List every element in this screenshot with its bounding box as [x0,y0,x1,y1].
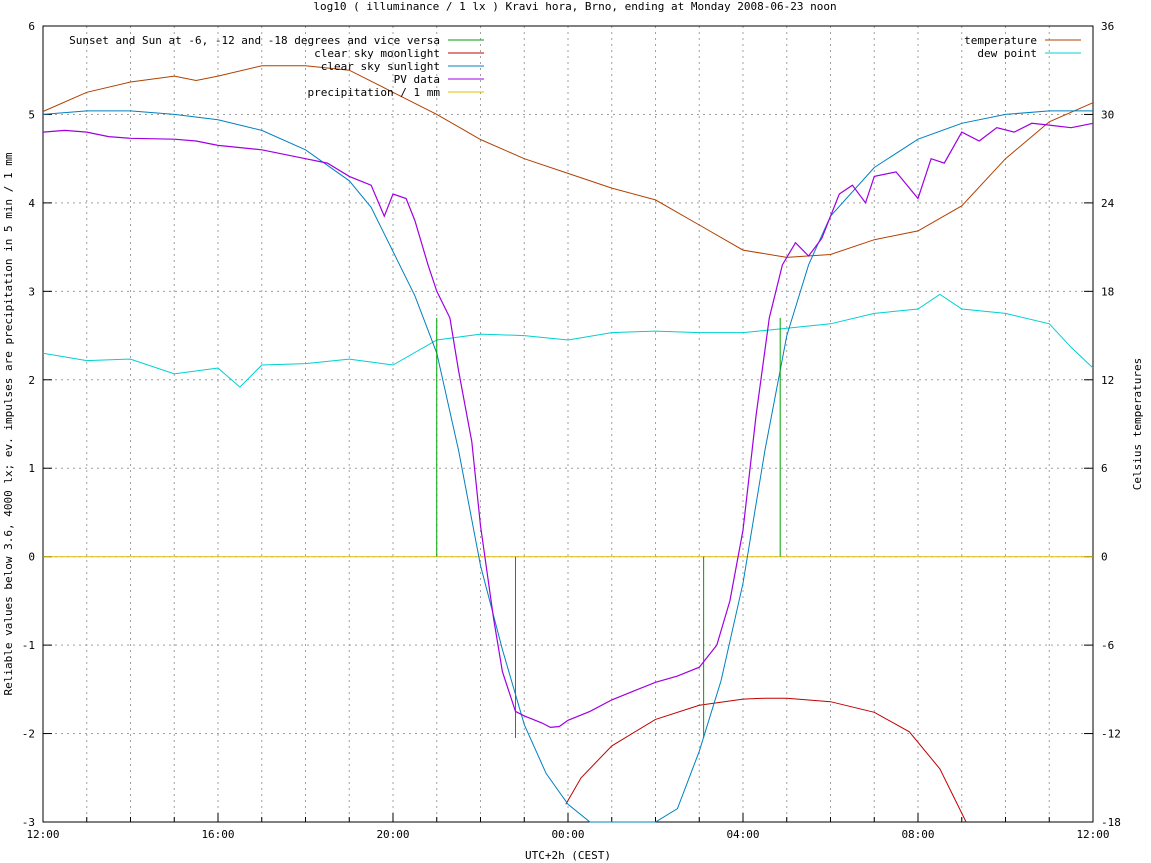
y2-tick-label: -6 [1101,639,1114,652]
y-tick-label: 3 [28,285,35,298]
x-tick-label: 12:00 [1076,828,1109,841]
series-line-dew-point [42,293,1094,388]
series-line-temperature [42,65,1094,258]
y-tick-label: -1 [22,639,35,652]
y2-tick-label: -18 [1101,816,1121,829]
legend-label: Sunset and Sun at -6, -12 and -18 degree… [69,34,440,47]
x-axis-label: UTC+2h (CEST) [525,849,611,862]
y-tick-label: 4 [28,197,35,210]
x-tick-label: 12:00 [26,828,59,841]
y-tick-label: -3 [22,816,35,829]
legend-label: clear sky sunlight [321,60,440,73]
y2-tick-label: 24 [1101,197,1115,210]
y2-tick-label: 0 [1101,551,1108,564]
y-tick-label: 1 [28,462,35,475]
x-tick-label: 08:00 [901,828,934,841]
series-layer [42,65,1094,823]
chart-title: log10 ( illuminance / 1 lx ) Kravi hora,… [313,0,836,13]
x-tick-label: 04:00 [726,828,759,841]
series-line-clear-sky-sunlight [42,110,1093,823]
y-axis-label-right: Celsius temperatures [1131,358,1144,490]
y-tick-label: -2 [22,728,35,741]
y2-tick-label: 18 [1101,285,1114,298]
x-tick-label: 20:00 [376,828,409,841]
series-line-clear-sky-moonlight [565,697,967,823]
legend-label: dew point [977,47,1037,60]
y2-tick-label: 36 [1101,20,1114,33]
x-tick-label: 16:00 [201,828,234,841]
gridlines [43,26,1093,822]
axis-ticks: 12:00 16:00 20:00 00:00 04:00 08:00 12:00-3-2-… [22,20,1121,841]
y-axis-label-left: Reliable values below 3.6, 4000 lx; ev. … [2,152,15,695]
legend-label: temperature [964,34,1037,47]
x-tick-label: 00:00 [551,828,584,841]
legend-label: precipitation / 1 mm [308,86,441,99]
y-tick-label: 6 [28,20,35,33]
y-tick-label: 2 [28,374,35,387]
y-tick-label: 5 [28,108,35,121]
y2-tick-label: -12 [1101,728,1121,741]
legend-label: clear sky moonlight [314,47,440,60]
legend-label: PV data [394,73,440,86]
legend-left: Sunset and Sun at -6, -12 and -18 degree… [69,34,484,99]
series-line-pv-data [42,122,1094,729]
y2-tick-label: 30 [1101,108,1114,121]
y2-tick-label: 6 [1101,462,1108,475]
y2-tick-label: 12 [1101,374,1114,387]
y-tick-label: 0 [28,551,35,564]
